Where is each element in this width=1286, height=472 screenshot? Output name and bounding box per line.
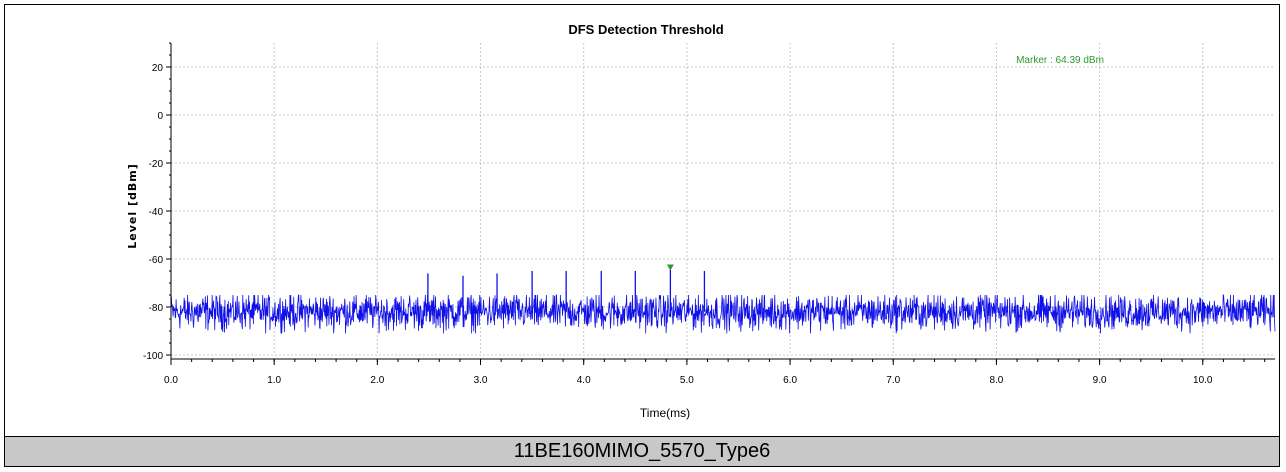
x-tick-label: 3.0 (474, 375, 488, 386)
x-tick-label: 7.0 (886, 375, 900, 386)
y-tick-label: -80 (149, 303, 164, 314)
axes: 20 0 -20 -40 -60 -80 -100 0.0 1.0 2.0 3.0 4.0 5.0 6.0… (143, 42, 1275, 386)
x-tick-label: 4.0 (577, 375, 591, 386)
y-tick-label: -60 (149, 255, 164, 266)
x-tick-label: 9.0 (1093, 375, 1107, 386)
x-axis-label: Time(ms) (640, 406, 690, 420)
dfs-chart: DFS Detection Threshold 20 0 -20 -40 -60 -80 -… (126, 22, 1276, 420)
x-tick-label: 6.0 (783, 375, 797, 386)
x-tick-label: 2.0 (370, 375, 384, 386)
x-tick-label: 0.0 (164, 375, 178, 386)
caption-bar: 11BE160MIMO_5570_Type6 (5, 437, 1279, 466)
x-tick-label: 8.0 (989, 375, 1003, 386)
y-tick-label: -20 (149, 159, 164, 170)
marker-triangle (666, 264, 674, 271)
y-axis-label: Level [dBm] (126, 163, 139, 248)
chart-frame: DFS Detection Threshold 20 0 -20 -40 -60 -80 -… (4, 4, 1280, 467)
y-tick-label: 0 (157, 111, 163, 122)
marker-readout: Marker : 64.39 dBm (1016, 55, 1104, 66)
plot-region: DFS Detection Threshold 20 0 -20 -40 -60 -80 -… (5, 5, 1279, 437)
y-tick-label: 20 (152, 63, 164, 74)
y-tick-label: -100 (143, 351, 163, 362)
trace (170, 264, 1276, 334)
x-tick-label: 1.0 (267, 375, 281, 386)
chart-title: DFS Detection Threshold (568, 22, 723, 37)
noise-trace (170, 294, 1276, 334)
x-tick-label: 10.0 (1193, 375, 1213, 386)
x-tick-label: 5.0 (680, 375, 694, 386)
y-tick-label: -40 (149, 207, 164, 218)
